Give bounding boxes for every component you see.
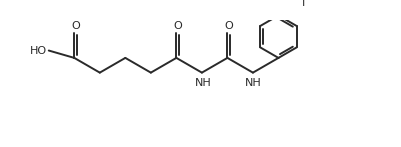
Text: O: O <box>71 21 80 31</box>
Text: NH: NH <box>194 78 211 88</box>
Text: HO: HO <box>30 46 47 56</box>
Text: I: I <box>301 0 304 8</box>
Text: NH: NH <box>244 78 261 88</box>
Text: O: O <box>173 21 182 31</box>
Text: O: O <box>224 21 233 31</box>
